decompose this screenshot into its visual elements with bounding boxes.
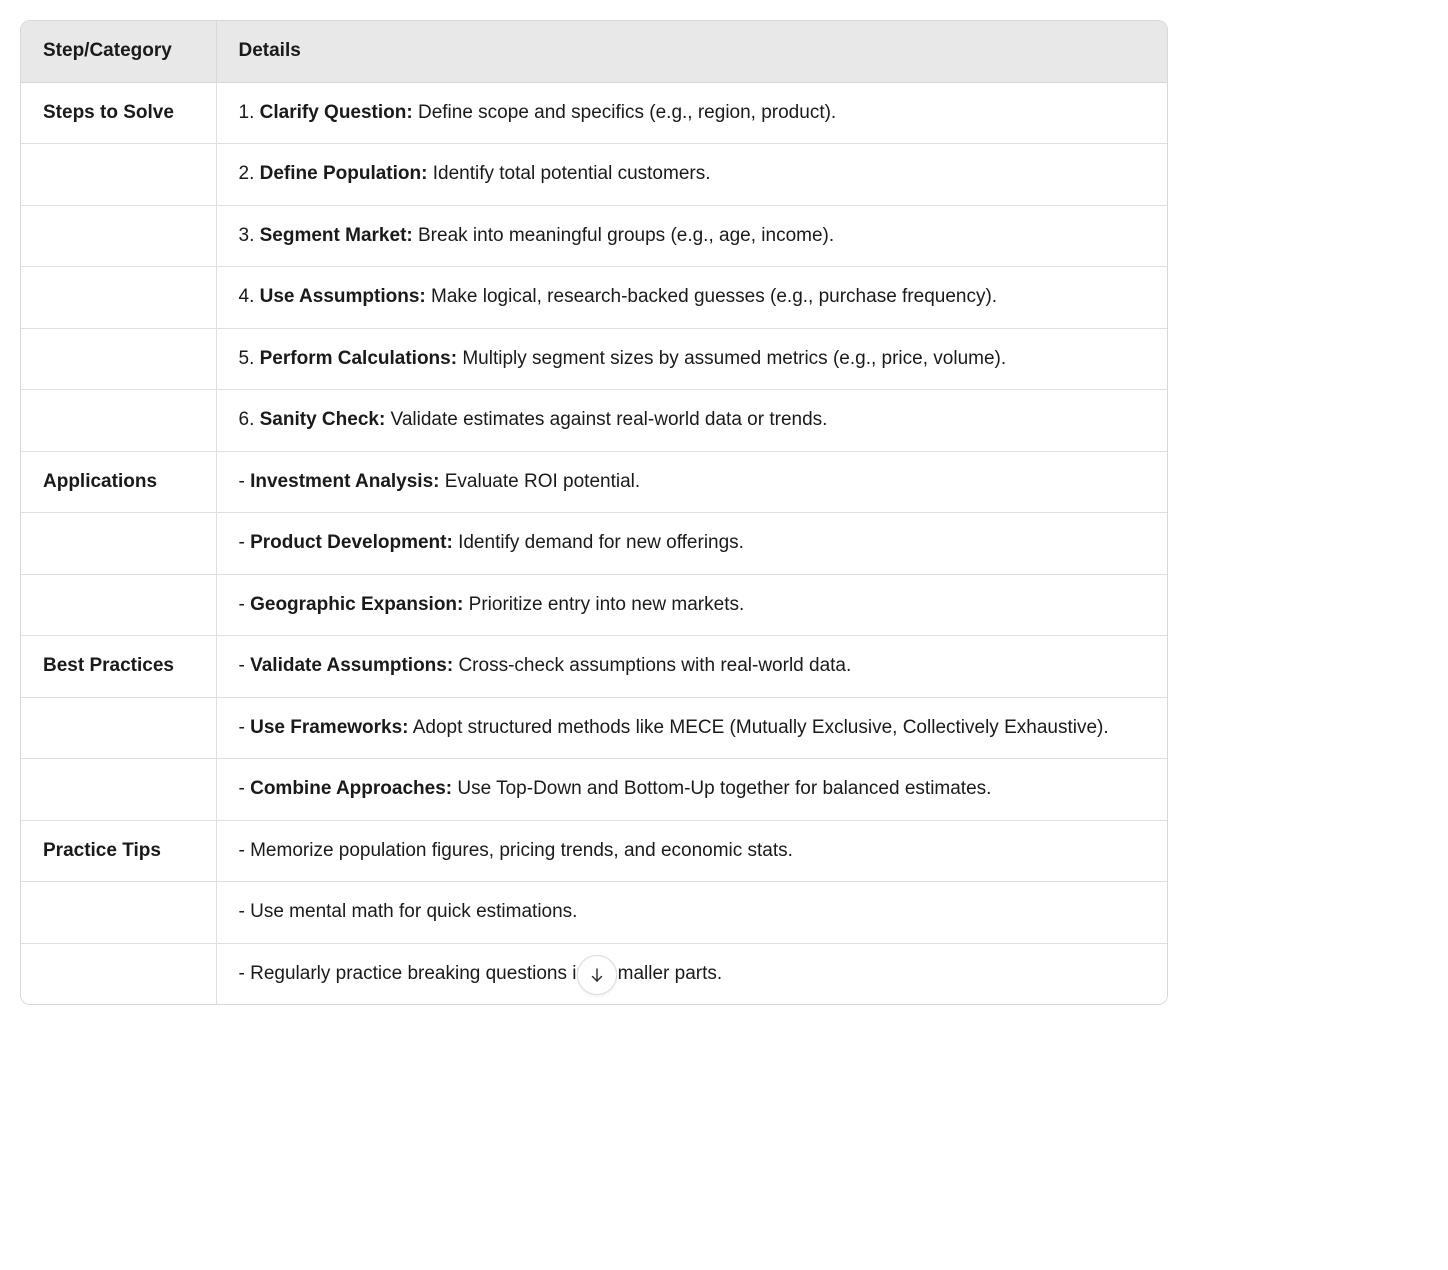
details-cell: - Use mental math for quick estimations. <box>216 882 1167 944</box>
detail-prefix: - <box>239 840 251 861</box>
detail-prefix: - <box>239 901 251 922</box>
table-row: Practice Tips- Memorize population figur… <box>21 820 1167 882</box>
detail-rest: Identify demand for new offerings. <box>453 532 744 553</box>
category-cell: Steps to Solve <box>21 82 216 144</box>
detail-prefix: 5. <box>239 348 260 369</box>
details-cell: 5. Perform Calculations: Multiply segmen… <box>216 328 1167 390</box>
detail-prefix: - <box>239 594 251 615</box>
details-cell: - Memorize population figures, pricing t… <box>216 820 1167 882</box>
table-row: 4. Use Assumptions: Make logical, resear… <box>21 267 1167 329</box>
detail-rest: Regularly practice breaking questions in… <box>250 963 722 984</box>
table-row: 3. Segment Market: Break into meaningful… <box>21 205 1167 267</box>
detail-prefix: 6. <box>239 409 260 430</box>
detail-rest: Identify total potential customers. <box>427 163 710 184</box>
detail-rest: Multiply segment sizes by assumed metric… <box>457 348 1006 369</box>
column-header-category: Step/Category <box>21 21 216 82</box>
category-cell <box>21 328 216 390</box>
detail-prefix: 1. <box>239 102 260 123</box>
table-row: - Product Development: Identify demand f… <box>21 513 1167 575</box>
detail-bold: Product Development: <box>250 532 453 553</box>
detail-rest: Cross-check assumptions with real-world … <box>453 655 851 676</box>
category-cell <box>21 697 216 759</box>
detail-rest: Define scope and specifics (e.g., region… <box>413 102 837 123</box>
category-cell <box>21 390 216 452</box>
detail-bold: Combine Approaches: <box>250 778 452 799</box>
category-cell: Applications <box>21 451 216 513</box>
detail-bold: Sanity Check: <box>260 409 386 430</box>
detail-bold: Segment Market: <box>260 225 413 246</box>
detail-bold: Clarify Question: <box>260 102 413 123</box>
detail-prefix: 2. <box>239 163 260 184</box>
detail-rest: Prioritize entry into new markets. <box>463 594 744 615</box>
detail-prefix: - <box>239 963 251 984</box>
detail-prefix: - <box>239 655 251 676</box>
detail-bold: Use Assumptions: <box>260 286 426 307</box>
details-cell: 6. Sanity Check: Validate estimates agai… <box>216 390 1167 452</box>
detail-rest: Evaluate ROI potential. <box>439 471 640 492</box>
detail-rest: Break into meaningful groups (e.g., age,… <box>413 225 834 246</box>
table-row: - Use Frameworks: Adopt structured metho… <box>21 697 1167 759</box>
category-cell <box>21 267 216 329</box>
category-cell <box>21 882 216 944</box>
details-cell: 4. Use Assumptions: Make logical, resear… <box>216 267 1167 329</box>
details-cell: - Use Frameworks: Adopt structured metho… <box>216 697 1167 759</box>
detail-rest: Use Top-Down and Bottom-Up together for … <box>452 778 991 799</box>
detail-prefix: - <box>239 532 251 553</box>
detail-bold: Perform Calculations: <box>260 348 457 369</box>
market-sizing-table: Step/Category Details Steps to Solve1. C… <box>20 20 1168 1005</box>
detail-bold: Investment Analysis: <box>250 471 439 492</box>
details-cell: - Validate Assumptions: Cross-check assu… <box>216 636 1167 698</box>
detail-bold: Use Frameworks: <box>250 717 408 738</box>
category-cell <box>21 574 216 636</box>
details-cell: 1. Clarify Question: Define scope and sp… <box>216 82 1167 144</box>
detail-prefix: 3. <box>239 225 260 246</box>
category-cell <box>21 205 216 267</box>
arrow-down-icon <box>588 966 606 984</box>
category-cell <box>21 943 216 1004</box>
table-header-row: Step/Category Details <box>21 21 1167 82</box>
detail-rest: Validate estimates against real-world da… <box>385 409 827 430</box>
category-cell <box>21 759 216 821</box>
details-cell: - Geographic Expansion: Prioritize entry… <box>216 574 1167 636</box>
table-row: - Combine Approaches: Use Top-Down and B… <box>21 759 1167 821</box>
detail-rest: Adopt structured methods like MECE (Mutu… <box>409 717 1109 738</box>
details-cell: - Regularly practice breaking questions … <box>216 943 1167 1004</box>
detail-rest: Make logical, research-backed guesses (e… <box>426 286 997 307</box>
scroll-down-button[interactable] <box>577 955 617 995</box>
column-header-details: Details <box>216 21 1167 82</box>
detail-rest: Memorize population figures, pricing tre… <box>250 840 793 861</box>
table-row: Steps to Solve1. Clarify Question: Defin… <box>21 82 1167 144</box>
details-cell: 2. Define Population: Identify total pot… <box>216 144 1167 206</box>
category-cell <box>21 144 216 206</box>
detail-bold: Define Population: <box>260 163 428 184</box>
detail-prefix: - <box>239 717 251 738</box>
table-row: Best Practices- Validate Assumptions: Cr… <box>21 636 1167 698</box>
category-cell: Best Practices <box>21 636 216 698</box>
table-row: 5. Perform Calculations: Multiply segmen… <box>21 328 1167 390</box>
table-row: - Use mental math for quick estimations. <box>21 882 1167 944</box>
table-row: 6. Sanity Check: Validate estimates agai… <box>21 390 1167 452</box>
details-cell: 3. Segment Market: Break into meaningful… <box>216 205 1167 267</box>
detail-prefix: - <box>239 471 251 492</box>
detail-prefix: 4. <box>239 286 260 307</box>
detail-bold: Geographic Expansion: <box>250 594 463 615</box>
table-row: - Geographic Expansion: Prioritize entry… <box>21 574 1167 636</box>
category-cell <box>21 513 216 575</box>
table-row: 2. Define Population: Identify total pot… <box>21 144 1167 206</box>
details-cell: - Investment Analysis: Evaluate ROI pote… <box>216 451 1167 513</box>
detail-bold: Validate Assumptions: <box>250 655 453 676</box>
category-cell: Practice Tips <box>21 820 216 882</box>
table-row: Applications- Investment Analysis: Evalu… <box>21 451 1167 513</box>
details-cell: - Product Development: Identify demand f… <box>216 513 1167 575</box>
detail-rest: Use mental math for quick estimations. <box>250 901 577 922</box>
details-cell: - Combine Approaches: Use Top-Down and B… <box>216 759 1167 821</box>
detail-prefix: - <box>239 778 251 799</box>
